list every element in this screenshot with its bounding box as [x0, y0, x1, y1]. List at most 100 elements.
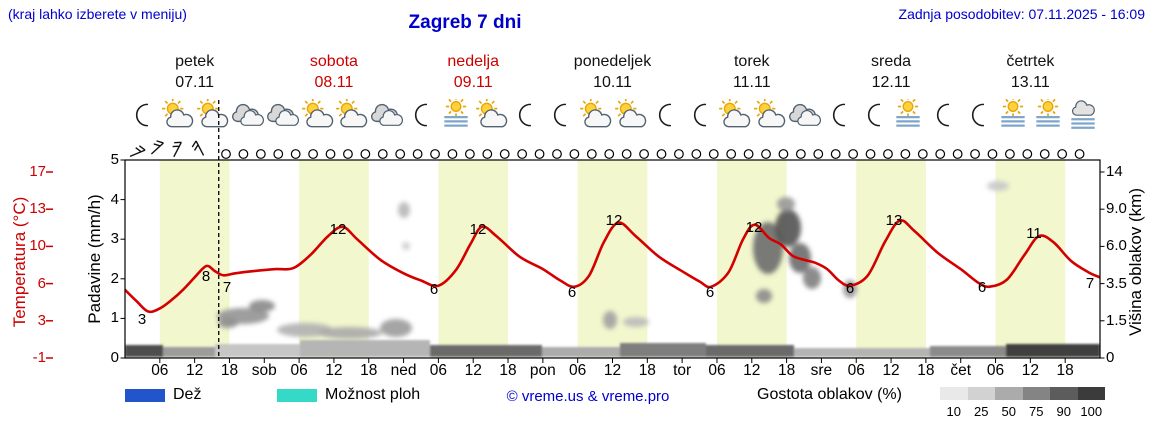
precip-axis-value: 5	[110, 151, 119, 168]
day-header: sreda 12.11	[821, 52, 961, 94]
density-swatch	[940, 387, 968, 400]
cloud-axis-value: 1.5	[1106, 311, 1127, 329]
density-swatch	[1050, 387, 1078, 400]
day-header: petek 07.11	[125, 52, 265, 94]
x-tick-label: 06	[708, 362, 726, 379]
shower-swatch	[277, 389, 317, 402]
x-tick-label: 12	[882, 362, 900, 379]
plot-border	[124, 159, 1101, 359]
shower-label: Možnost ploh	[325, 386, 421, 403]
day-name: sreda	[871, 53, 912, 70]
cloudy-icon	[369, 99, 404, 131]
temp-point-label: 12	[330, 221, 347, 238]
temp-point-label: 12	[746, 219, 763, 236]
day-date: 07.11	[175, 73, 215, 91]
moon-icon	[926, 99, 960, 131]
partly-icon	[578, 99, 612, 131]
density-value: 25	[974, 404, 989, 419]
cloud-axis-value: 0	[1106, 349, 1115, 366]
day-bands	[159, 160, 1066, 358]
moon-icon	[543, 99, 577, 131]
temp-axis-value: 10	[29, 237, 46, 255]
rain-swatch	[125, 389, 165, 402]
location-hint: (kraj lahko izberete v meniju)	[8, 6, 187, 22]
partly-icon	[300, 99, 334, 131]
precip-axis-value: 2	[110, 269, 119, 287]
temp-point-label: 6	[568, 284, 576, 301]
fog-sun-icon	[439, 99, 473, 131]
day-date: 13.11	[1010, 73, 1050, 91]
density-value: 10	[946, 404, 961, 419]
x-tick-label: ned	[390, 362, 417, 379]
temp-axis-value: -1	[32, 349, 46, 366]
day-date: 10.11	[593, 73, 632, 91]
day-name: ponedeljek	[573, 53, 652, 70]
partly-icon	[752, 99, 786, 131]
temp-point-label: 6	[846, 280, 854, 297]
x-tick-label: 06	[429, 362, 448, 379]
precip-axis-title: Padavine (mm/h)	[85, 194, 104, 324]
moon-icon	[683, 99, 717, 131]
x-tick-label: 18	[360, 362, 378, 379]
partly-icon	[334, 99, 368, 131]
copyright-link[interactable]: © vreme.us & vreme.pro	[506, 388, 670, 405]
cloud-density-scale	[940, 387, 1105, 400]
day-date: 08.11	[314, 73, 354, 91]
partly-icon	[474, 99, 508, 131]
day-header: torek 11.11	[682, 52, 822, 94]
density-swatch	[1022, 387, 1050, 400]
temp-point-label: 8	[202, 268, 210, 285]
density-swatch	[995, 387, 1023, 400]
day-header: ponedeljek 10.11	[543, 52, 683, 94]
density-value: 90	[1056, 404, 1071, 419]
x-tick-label: 06	[151, 362, 169, 379]
temp-point-label: 11	[1026, 225, 1042, 242]
cloudy-icon	[265, 99, 299, 131]
x-tick-label: 18	[777, 362, 796, 379]
moon-icon	[648, 99, 682, 131]
page-title: Zagreb 7 dni	[408, 12, 522, 33]
x-tick-label: 12	[464, 362, 482, 379]
partly-icon	[613, 99, 647, 131]
fog-sun-icon	[1031, 99, 1065, 131]
temp-axis-value: 13	[29, 200, 46, 218]
day-header: četrtek 13.11	[960, 52, 1100, 94]
day-header: nedelja 09.11	[403, 52, 543, 94]
cloudy-icon	[230, 99, 264, 131]
precip-axis-value: 0	[110, 349, 119, 366]
precip-axis-value: 3	[110, 230, 119, 248]
x-tick-label: tor	[673, 362, 692, 379]
moon-icon	[857, 99, 891, 131]
x-tick-label: sob	[251, 362, 277, 379]
day-header: sobota 08.11	[264, 52, 404, 94]
moon-icon	[508, 99, 542, 131]
temp-point-label: 3	[138, 311, 146, 328]
x-tick-label: 12	[1021, 362, 1039, 379]
x-tick-label: 18	[220, 362, 239, 379]
day-name: petek	[175, 53, 215, 70]
cloud-axis-value: 6.0	[1106, 237, 1127, 255]
cloud-density-label: Gostota oblakov (%)	[757, 386, 902, 403]
cloudy-icon	[787, 99, 821, 131]
fog-sun-icon	[996, 99, 1030, 131]
temp-axis-value: 17	[29, 163, 46, 180]
x-tick-label: 06	[569, 362, 587, 379]
temp-point-label: 12	[470, 221, 487, 238]
partly-icon	[717, 99, 751, 131]
cloud-axis-value: 9.0	[1106, 200, 1127, 218]
cloud-axis-title: Višina oblakov (km)	[1126, 187, 1145, 337]
density-value: 100	[1080, 404, 1103, 419]
day-date: 11.11	[732, 73, 771, 91]
precip-axis-value: 1	[110, 309, 119, 327]
density-swatch	[967, 387, 995, 400]
moon-icon	[125, 99, 159, 131]
temp-point-label: 12	[606, 212, 623, 229]
temp-point-label: 6	[978, 279, 986, 296]
x-tick-label: čet	[950, 362, 972, 379]
cloud-cover-circles	[221, 149, 1085, 159]
temp-point-label: 7	[223, 279, 231, 296]
temp-axis-value: 6	[37, 274, 46, 292]
temp-axis-value: 3	[37, 311, 46, 329]
x-tick-label: 06	[986, 362, 1005, 379]
